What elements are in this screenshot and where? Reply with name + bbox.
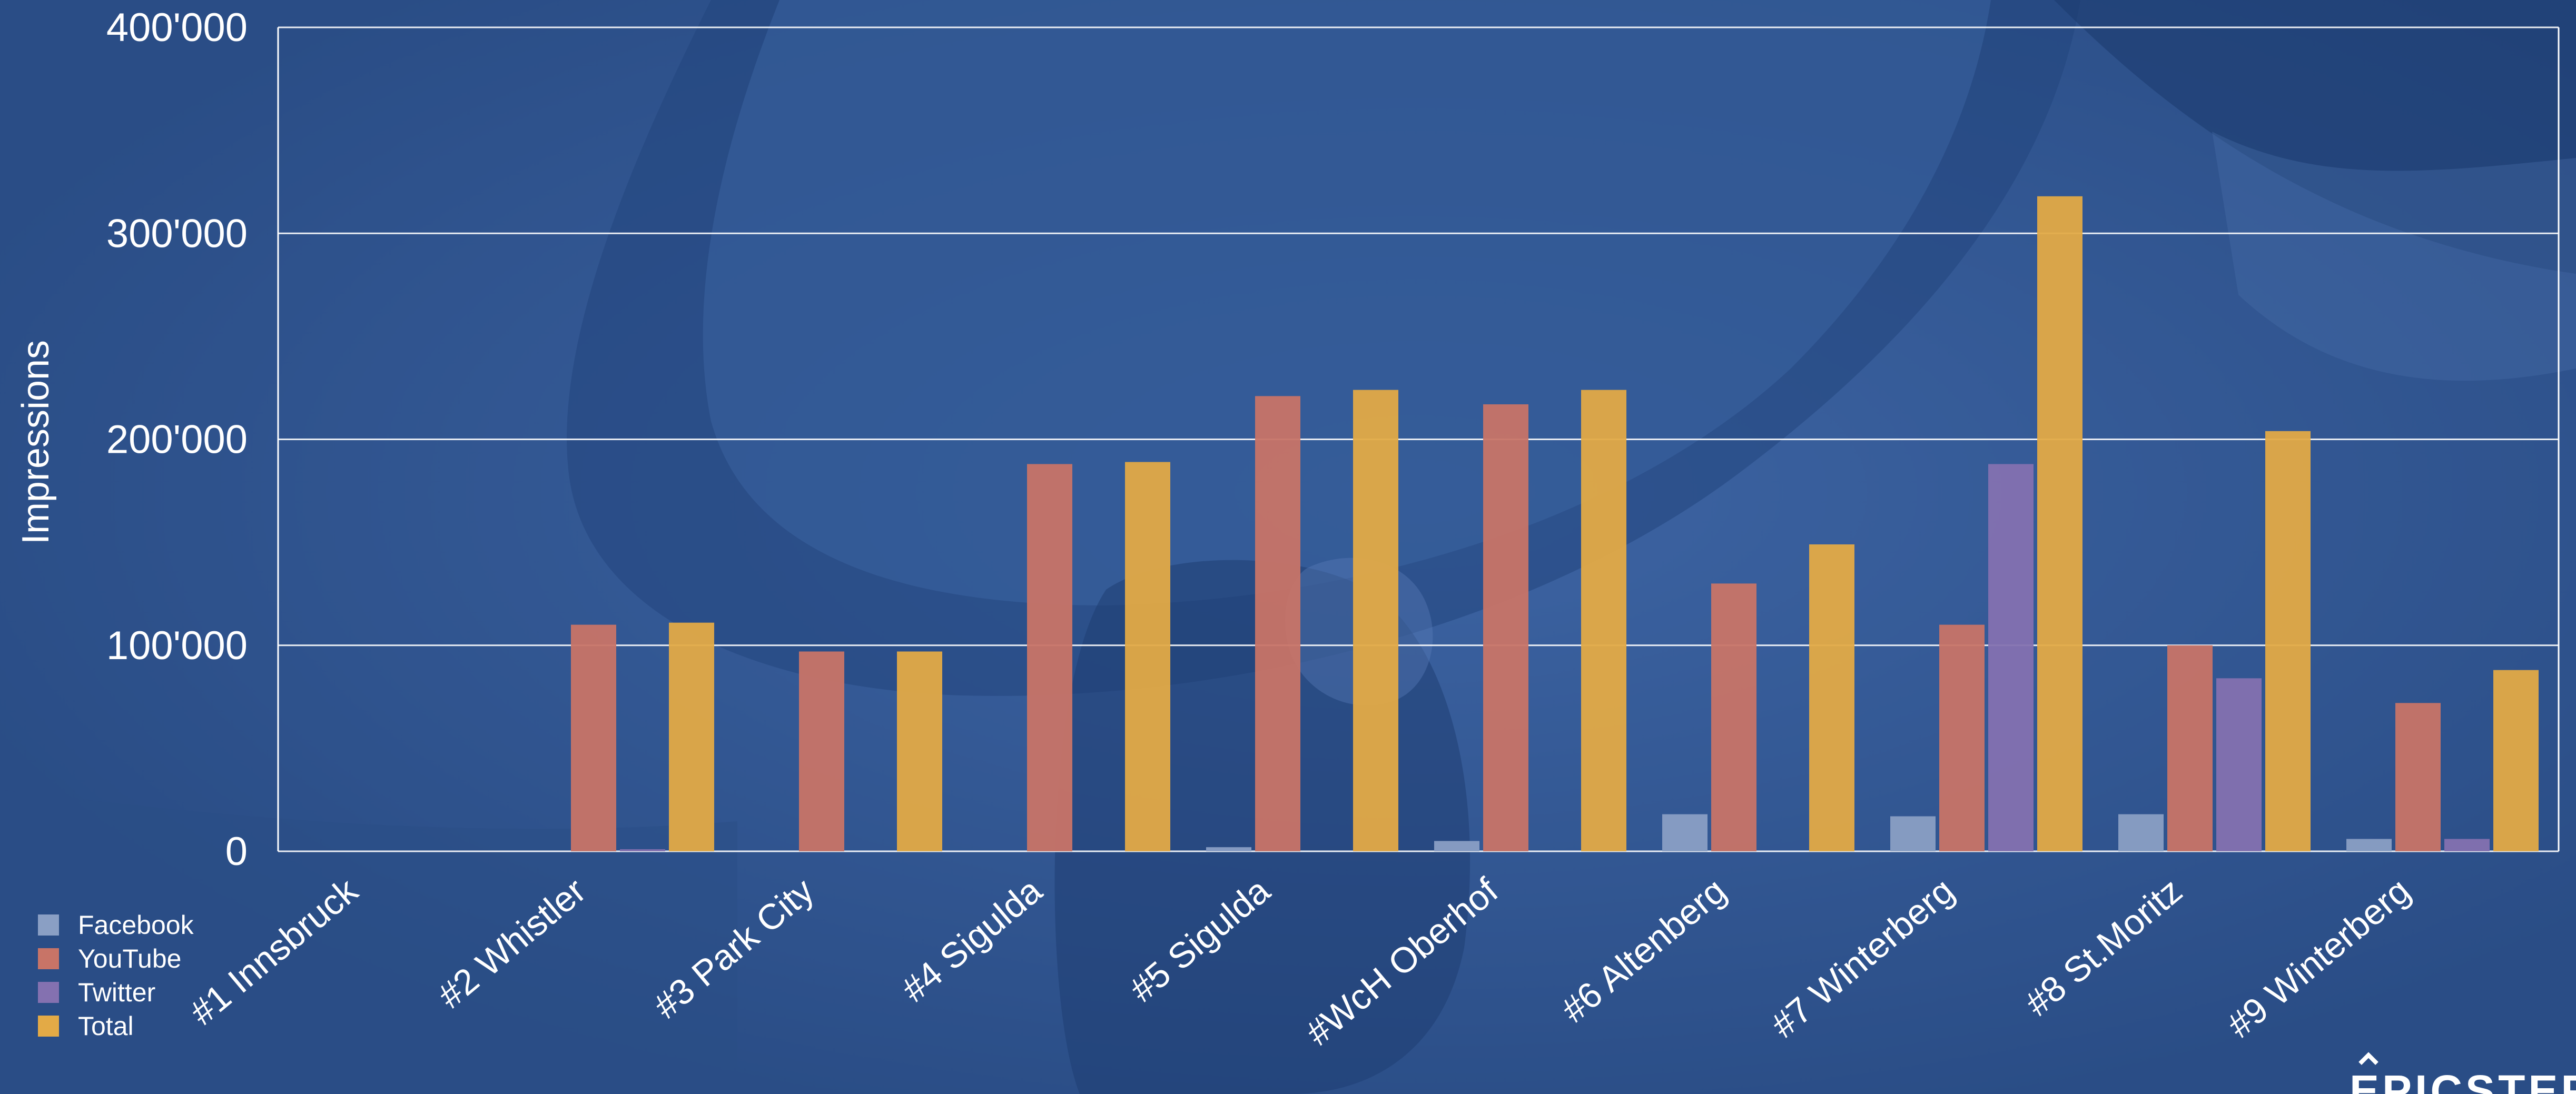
x-category-label: #6 Altenberg [1554,870,1733,1030]
bar-youtube-3 [799,651,844,851]
bar-total-7 [1809,544,1854,851]
bar-youtube-9 [2167,645,2213,851]
x-category-label: #WcH Oberhof [1298,870,1505,1053]
bar-twitter-9 [2216,678,2262,851]
legend-item: Total [38,1009,194,1043]
x-category-label: #1 Innsbruck [182,870,366,1033]
bar-total-9 [2265,431,2311,851]
bar-youtube-7 [1711,583,1756,851]
legend-swatch [38,982,59,1003]
bar-youtube-2 [571,624,616,851]
legend-label: Facebook [78,910,194,940]
bar-facebook-10 [2346,839,2392,851]
bar-facebook-6 [1434,841,1479,851]
bar-total-4 [1125,462,1170,851]
legend-label: Twitter [78,978,156,1007]
bar-facebook-8 [1890,816,1936,851]
bar-total-6 [1581,390,1626,851]
x-category-label: #8 St.Moritz [2018,870,2190,1023]
x-category-label: #3 Park City [646,870,822,1026]
bar-youtube-8 [1939,624,1985,851]
bar-total-3 [897,651,942,851]
bar-twitter-10 [2444,839,2490,851]
legend-label: YouTube [78,944,182,973]
bar-youtube-4 [1027,464,1072,851]
y-tick-label: 0 [225,829,248,874]
x-axis-categories: #1 Innsbruck #2 Whistler #3 Park City #4 Si… [182,870,2417,1053]
x-category-label: #9 Winterberg [2219,870,2417,1046]
legend-item: YouTube [38,942,194,976]
bars [571,196,2539,852]
bar-total-2 [669,622,714,851]
bar-facebook-9 [2118,814,2164,851]
x-category-label: #2 Whistler [430,870,593,1016]
brand-text: EPICSTEP [2350,1066,2576,1094]
bar-facebook-7 [1662,814,1708,851]
legend-swatch [38,1016,59,1037]
x-category-label: #5 Sigulda [1122,870,1277,1010]
bar-youtube-5 [1255,396,1300,851]
legend-swatch [38,914,59,936]
brand-logo: EPICSTEP [2350,1048,2576,1094]
bar-total-5 [1353,390,1398,851]
legend-label: Total [78,1011,134,1041]
x-category-label: #4 Sigulda [894,870,1049,1010]
bar-youtube-10 [2395,703,2441,851]
legend-item: Facebook [38,908,194,942]
y-axis-ticks: 0 100'000 200'000 300'000 400'000 [106,5,248,874]
y-tick-label: 300'000 [106,211,248,256]
y-tick-label: 400'000 [106,5,248,50]
bar-twitter-8 [1988,464,2034,851]
bar-total-8 [2037,196,2082,852]
bar-youtube-6 [1483,404,1528,851]
y-tick-label: 100'000 [106,623,248,668]
legend-swatch [38,948,59,969]
bar-total-10 [2493,670,2539,851]
y-tick-label: 200'000 [106,417,248,462]
x-category-label: #7 Winterberg [1763,870,1961,1046]
legend: Facebook YouTube Twitter Total [38,908,194,1043]
bar-facebook-5 [1206,847,1251,851]
logo-chevron-icon [2358,1052,2378,1065]
bar-twitter-2 [620,849,665,851]
y-axis-label: Impressions [15,340,57,544]
legend-item: Twitter [38,976,194,1009]
